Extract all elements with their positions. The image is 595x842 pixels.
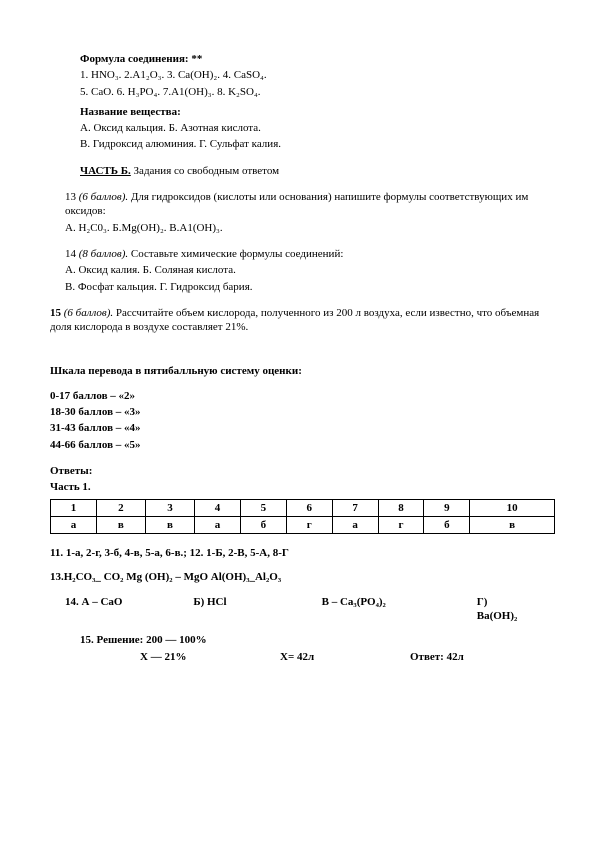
q15-text: Рассчитайте объем кислорода, полученного… — [50, 307, 539, 333]
name-line-b: В. Гидроксид алюминия. Г. Сульфат калия. — [80, 137, 555, 151]
scale-r4: 44-66 баллов – «5» — [50, 438, 555, 452]
q13-options: А. Н₂C0₃. Б.Mg(OH)₂. В.A1(OH)₃. — [65, 221, 555, 235]
answers-table: 12345678910 аввабгагбв — [50, 499, 555, 535]
answer-13: 13.Н₂СО₃_ СО₂ Mg (ОН)₂ – MgO Аl(ОН)₃_Аl₂… — [50, 570, 555, 584]
answers-heading: Ответы: — [50, 464, 555, 478]
answers-part1: Часть 1. — [50, 480, 555, 494]
q13-text: Для гидроксидов (кислоты или основания) … — [65, 191, 528, 217]
partb-suffix: Задания со свободным ответом — [134, 165, 280, 177]
partb-prefix: ЧАСТЬ Б. — [80, 165, 131, 177]
answer-11-12: 11. 1-а, 2-г, 3-б, 4-в, 5-а, 6-в.; 12. 1… — [50, 546, 555, 560]
q14-points: (8 баллов). — [79, 248, 128, 260]
scale-r1: 0-17 баллов – «2» — [50, 389, 555, 403]
answer-15b: Х — 21% — [140, 650, 280, 664]
answer-15c: Х= 42л — [280, 650, 410, 664]
table-row-answers: аввабгагбв — [51, 516, 555, 533]
answer-14c: В – Са₃(РО₄)₂ — [322, 595, 477, 624]
scale-r3: 31-43 баллов – «4» — [50, 421, 555, 435]
q15-points: (6 баллов). — [64, 307, 113, 319]
q14-text: Составьте химические формулы соединений: — [128, 248, 343, 260]
q14-label: 14 — [65, 248, 79, 260]
answer-14d: Г) Ва(ОН)₂ — [477, 595, 555, 624]
scale-r2: 18-30 баллов – «3» — [50, 405, 555, 419]
formula-line2: 5. CaO. 6. H₃PO₄. 7.A1(OH)₃. 8. K₂SO₄. — [80, 85, 555, 99]
q14-opt-a: А. Оксид калия. Б. Соляная кислота. — [65, 263, 555, 277]
name-line-a: А. Оксид кальция. Б. Азотная кислота. — [80, 121, 555, 135]
q15-label: 15 — [50, 307, 64, 319]
answer-15d: Ответ: 42л — [410, 650, 494, 664]
q14-opt-b: В. Фосфат кальция. Г. Гидроксид бария. — [65, 280, 555, 294]
q13-points: (6 баллов). — [79, 191, 128, 203]
scale-heading: Шкала перевода в пятибалльную систему оц… — [50, 364, 555, 378]
name-heading: Название вещества: — [80, 106, 181, 118]
q13-label: 13 — [65, 191, 79, 203]
answer-15a: 15. Решение: 200 — 100% — [80, 633, 555, 647]
table-row-header: 12345678910 — [51, 499, 555, 516]
formula-heading: Формула соединения: ** — [80, 53, 202, 65]
formula-line1: 1. HNO₃. 2.A1₂O₃. 3. Ca(OH)₂. 4. CaSO₄. — [80, 68, 555, 82]
answer-14a: 14. А – СаО — [65, 595, 193, 624]
answer-14b: Б) HCl — [193, 595, 321, 624]
